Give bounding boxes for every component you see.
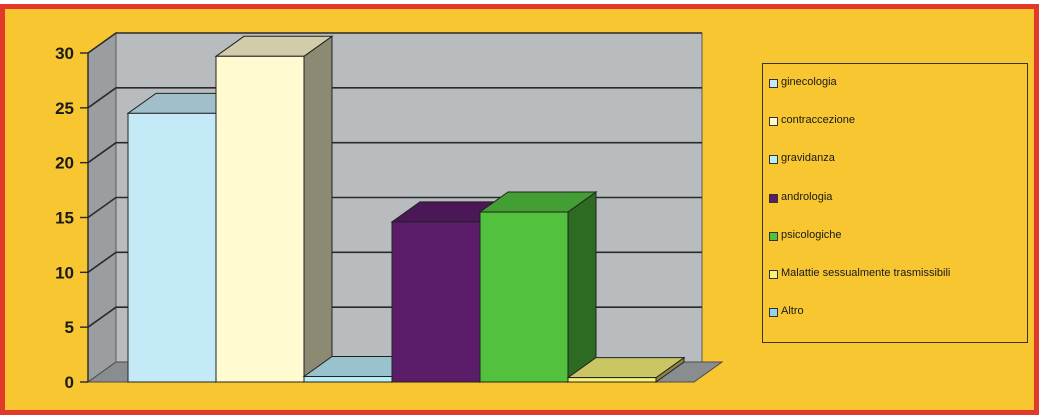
legend-swatch	[769, 308, 778, 318]
legend-swatch	[769, 155, 778, 165]
bar-front	[127, 112, 217, 383]
chart-legend: ginecologia contraccezione gravidanza an…	[762, 63, 1028, 343]
legend-item: Altro	[769, 305, 1027, 343]
legend-item: psicologiche	[769, 229, 1027, 267]
bar-front	[567, 377, 657, 383]
legend-label: andrologia	[781, 190, 833, 203]
gridline	[87, 87, 702, 109]
bar-front	[391, 221, 481, 383]
gridline	[87, 32, 702, 54]
bar-front	[215, 55, 305, 383]
legend-label: ginecologia	[781, 76, 837, 88]
legend-swatch	[769, 231, 778, 241]
legend-label: gravidanza	[781, 152, 835, 165]
legend-swatch	[769, 79, 778, 88]
y-tick-label: 5	[65, 318, 74, 337]
legend-label: psicologiche	[781, 228, 842, 241]
gridline	[87, 141, 702, 164]
legend-item: ginecologia	[769, 76, 1027, 114]
y-tick-label: 30	[55, 44, 74, 63]
legend-label: contraccezione	[781, 114, 855, 127]
y-tick-label: 10	[55, 263, 74, 282]
legend-item: Malattie sessualmente trasmissibili	[769, 267, 1027, 305]
bar-front	[479, 211, 569, 383]
bar-side	[303, 35, 333, 383]
bar-side	[567, 191, 597, 383]
bar-psicologiche	[478, 191, 598, 383]
legend-item: andrologia	[769, 191, 1027, 229]
bar-contraccezione	[214, 35, 334, 383]
legend-item: contraccezione	[769, 114, 1027, 152]
y-tick-label: 25	[55, 99, 74, 118]
y-tick-label: 15	[55, 209, 74, 228]
legend-swatch	[769, 117, 778, 127]
bar-malattie-sessualmente-trasmissibili	[566, 356, 686, 383]
bars	[126, 35, 686, 383]
legend-swatch	[769, 193, 778, 203]
legend-item: gravidanza	[769, 152, 1027, 190]
y-tick-label: 20	[55, 154, 74, 173]
y-axis: 0 5 10 15 20 25 30	[55, 44, 74, 392]
legend-label: Malattie sessualmente trasmissibili	[781, 266, 951, 279]
legend-label: Altro	[781, 305, 804, 318]
y-tick-label: 0	[65, 373, 74, 392]
bar-front	[303, 376, 393, 383]
legend-swatch	[769, 269, 778, 279]
